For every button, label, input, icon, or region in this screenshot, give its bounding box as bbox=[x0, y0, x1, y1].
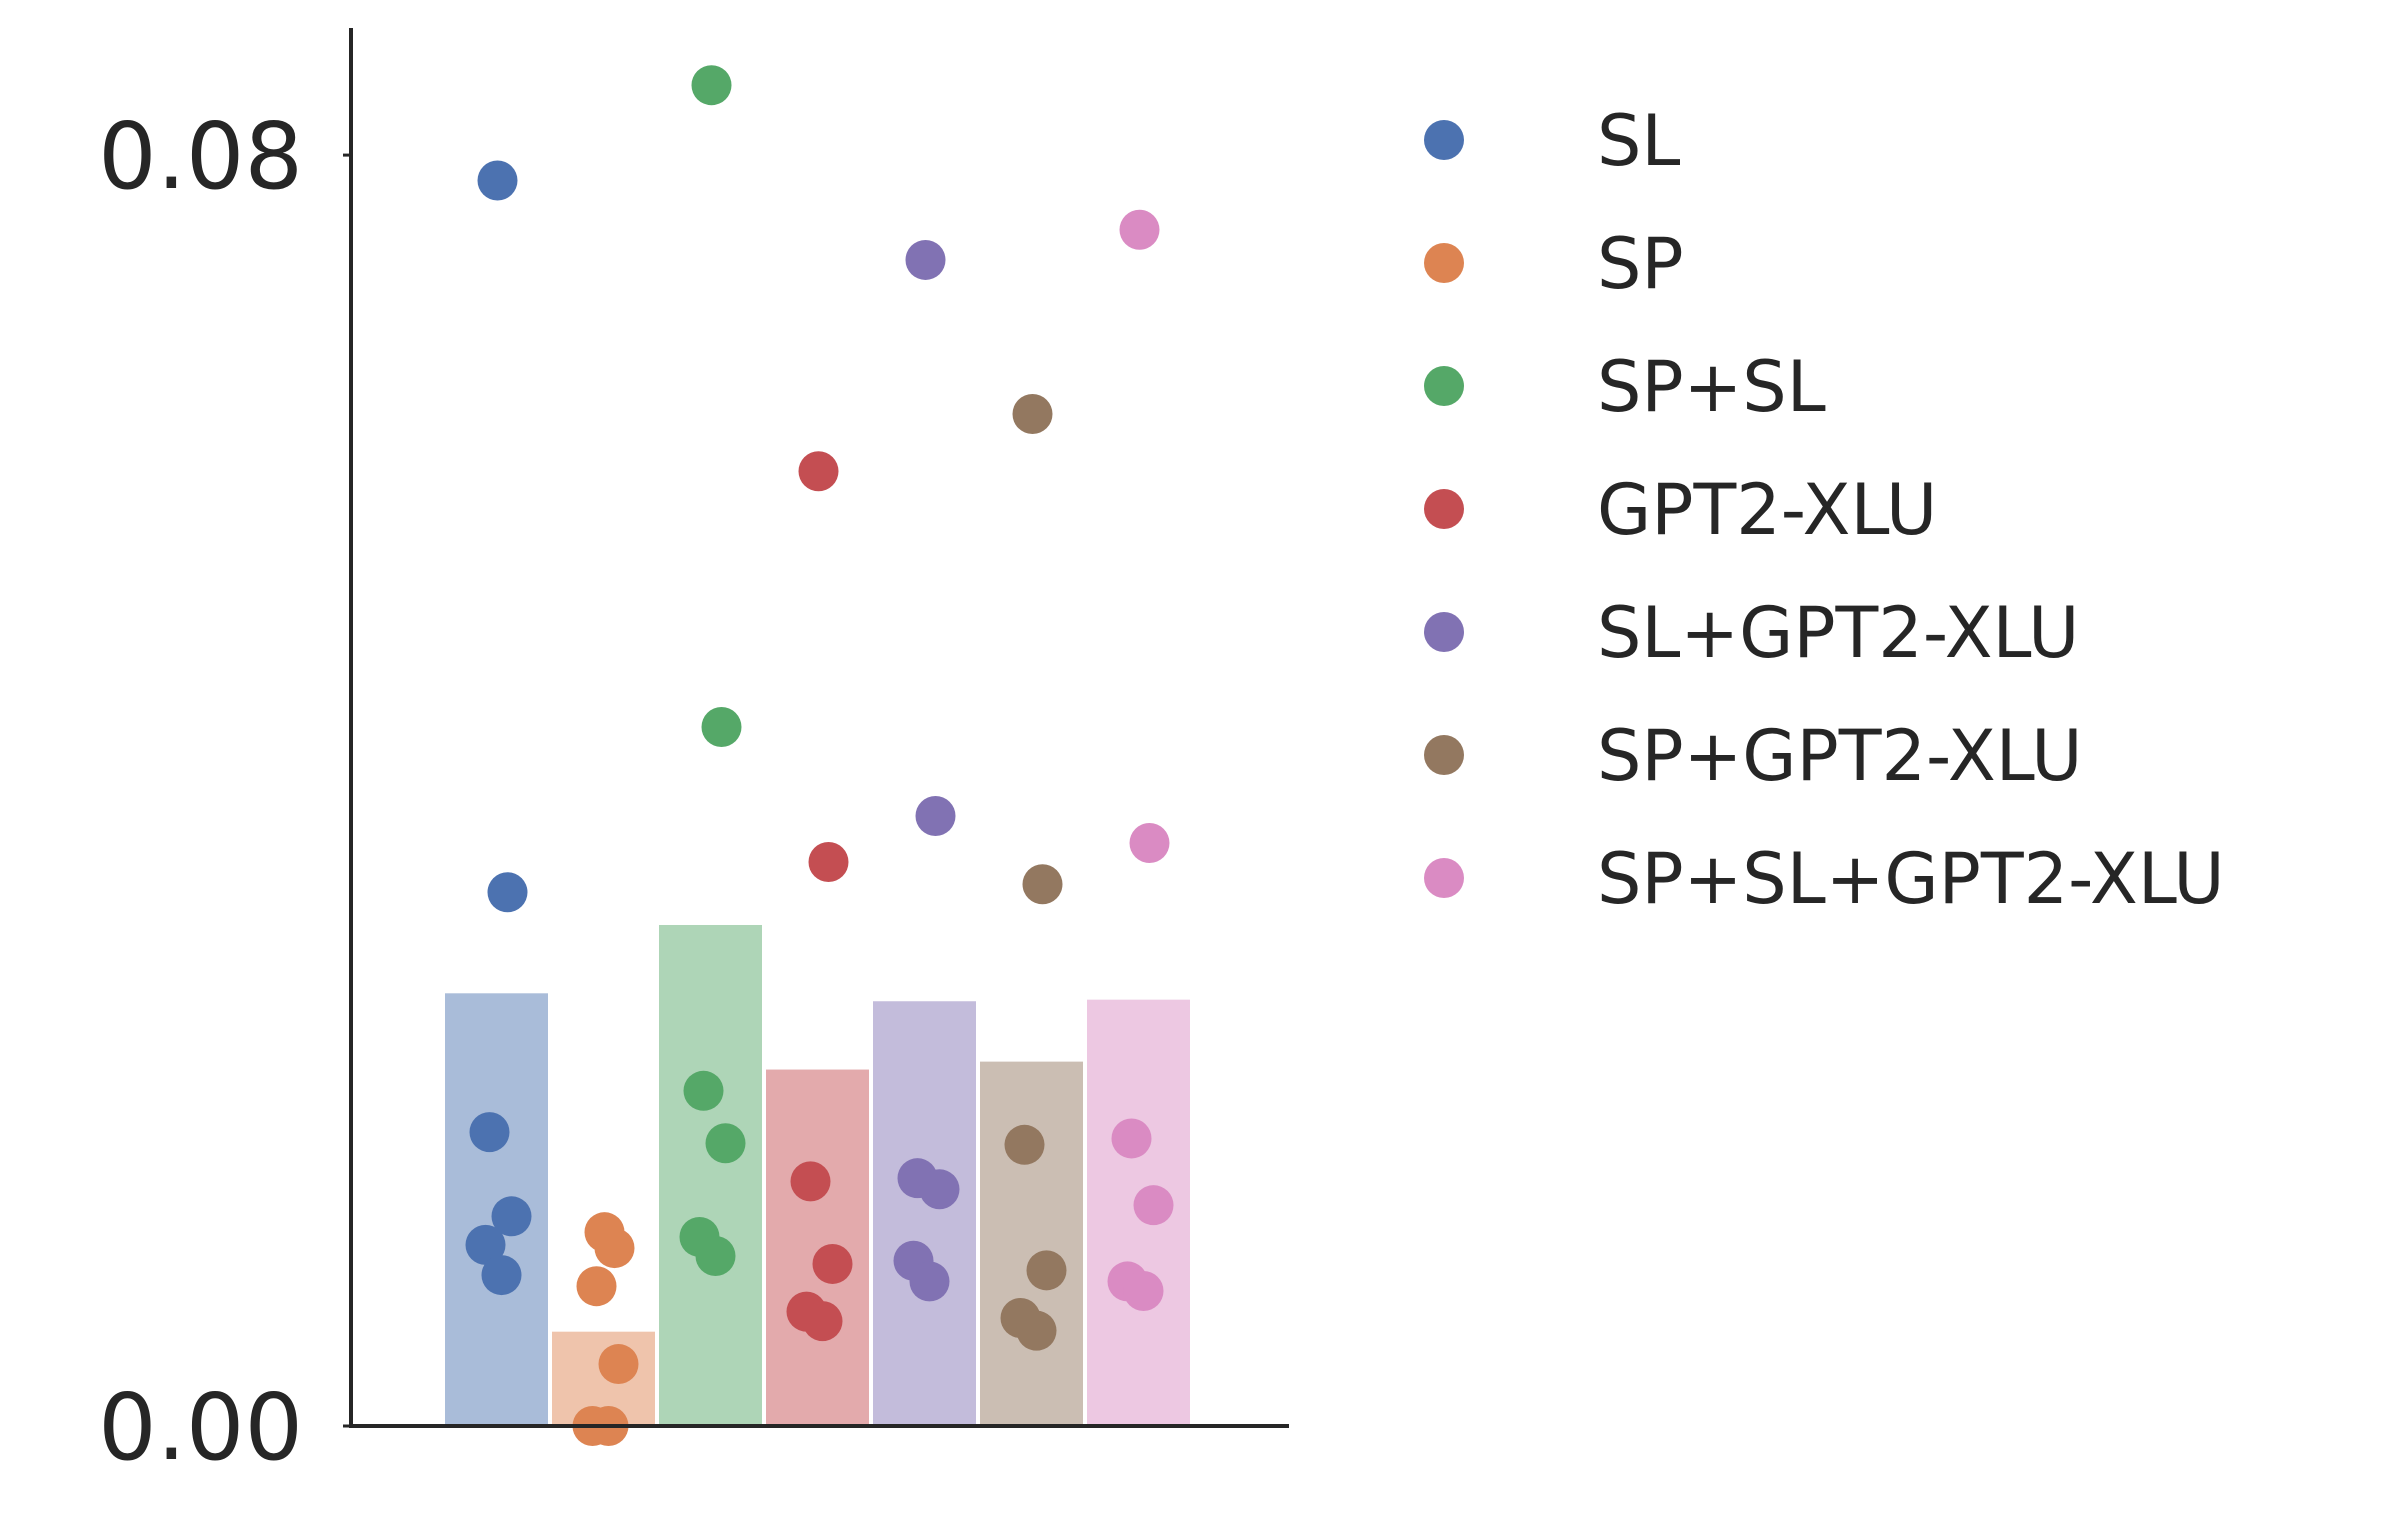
point-sp-plus-sl-plus-gpt2-xlu-2 bbox=[1129, 822, 1170, 863]
point-sp-plus-sl-plus-gpt2-xlu-6 bbox=[1123, 1270, 1164, 1311]
y-ticks: 0.00 0.08 bbox=[98, 103, 351, 1481]
point-sl-plus-gpt2-xlu-4 bbox=[919, 1169, 960, 1210]
point-sl-2 bbox=[487, 872, 528, 913]
point-gpt2-xlu-1 bbox=[798, 451, 839, 492]
point-sp-plus-gpt2-xlu-2 bbox=[1022, 864, 1063, 905]
bar-sp-plus-gpt2-xlu bbox=[978, 1059, 1085, 1427]
point-sl-6 bbox=[481, 1255, 522, 1296]
legend-label-gpt2-xlu: GPT2-XLU bbox=[1597, 469, 1937, 551]
legend-label-sp-plus-gpt2-xlu: SP+GPT2-XLU bbox=[1597, 715, 2083, 797]
bar-gpt2-xlu bbox=[764, 1067, 871, 1427]
point-sp-plus-gpt2-xlu-3 bbox=[1004, 1124, 1045, 1165]
point-sp-plus-sl-4 bbox=[705, 1123, 746, 1164]
legend-marker-sp-plus-sl-plus-gpt2-xlu bbox=[1424, 858, 1464, 898]
point-sp-plus-sl-plus-gpt2-xlu-4 bbox=[1133, 1185, 1174, 1226]
legend-marker-sp-plus-gpt2-xlu bbox=[1424, 735, 1464, 775]
legend-label-sp-plus-sl-plus-gpt2-xlu: SP+SL+GPT2-XLU bbox=[1597, 838, 2225, 920]
legend-marker-sl-plus-gpt2-xlu bbox=[1424, 612, 1464, 652]
point-sl-3 bbox=[469, 1112, 510, 1153]
point-sp-plus-sl-6 bbox=[695, 1236, 736, 1277]
point-sp-plus-sl-1 bbox=[691, 65, 732, 106]
legend-marker-sp-plus-sl bbox=[1424, 366, 1464, 406]
point-sl-plus-gpt2-xlu-1 bbox=[905, 239, 946, 280]
bar-sl-plus-gpt2-xlu bbox=[871, 999, 978, 1428]
point-sp-plus-gpt2-xlu-4 bbox=[1026, 1250, 1067, 1291]
point-gpt2-xlu-4 bbox=[812, 1243, 853, 1284]
legend-marker-gpt2-xlu bbox=[1424, 489, 1464, 529]
point-sl-plus-gpt2-xlu-6 bbox=[909, 1261, 950, 1302]
y-tick-label: 0.00 bbox=[98, 1374, 303, 1481]
point-sp-plus-gpt2-xlu-1 bbox=[1012, 394, 1053, 435]
bar-sp-plus-sl bbox=[657, 922, 764, 1427]
point-sp-2 bbox=[594, 1228, 635, 1269]
bars-layer bbox=[443, 922, 1192, 1428]
point-sl-4 bbox=[491, 1196, 532, 1237]
point-sl-1 bbox=[477, 160, 518, 201]
point-sp-plus-sl-2 bbox=[701, 707, 742, 747]
point-gpt2-xlu-3 bbox=[790, 1161, 831, 1202]
point-sp-plus-sl-3 bbox=[683, 1070, 724, 1111]
legend-label-sp: SP bbox=[1597, 223, 1684, 305]
point-sp-plus-sl-plus-gpt2-xlu-3 bbox=[1111, 1118, 1152, 1159]
point-sl-5 bbox=[465, 1224, 506, 1265]
point-sp-3 bbox=[576, 1266, 617, 1307]
legend: SL SP SP+SL GPT2-XLU SL+GPT2-XLU SP+GPT2-XLU S… bbox=[1424, 100, 2225, 920]
point-sp-plus-gpt2-xlu-6 bbox=[1016, 1310, 1057, 1351]
axes bbox=[349, 28, 1289, 1428]
point-gpt2-xlu-2 bbox=[808, 842, 849, 883]
point-sp-4 bbox=[598, 1344, 639, 1385]
points-layer bbox=[465, 65, 1174, 1446]
legend-label-sl: SL bbox=[1597, 100, 1680, 182]
point-sp-plus-sl-plus-gpt2-xlu-1 bbox=[1119, 209, 1160, 250]
point-sl-plus-gpt2-xlu-2 bbox=[915, 795, 956, 836]
point-gpt2-xlu-6 bbox=[802, 1301, 843, 1342]
y-tick-label: 0.08 bbox=[98, 103, 303, 210]
legend-label-sl-plus-gpt2-xlu: SL+GPT2-XLU bbox=[1597, 592, 2079, 674]
legend-marker-sl bbox=[1424, 120, 1464, 160]
legend-marker-sp bbox=[1424, 243, 1464, 283]
legend-label-sp-plus-sl: SP+SL bbox=[1597, 346, 1826, 428]
